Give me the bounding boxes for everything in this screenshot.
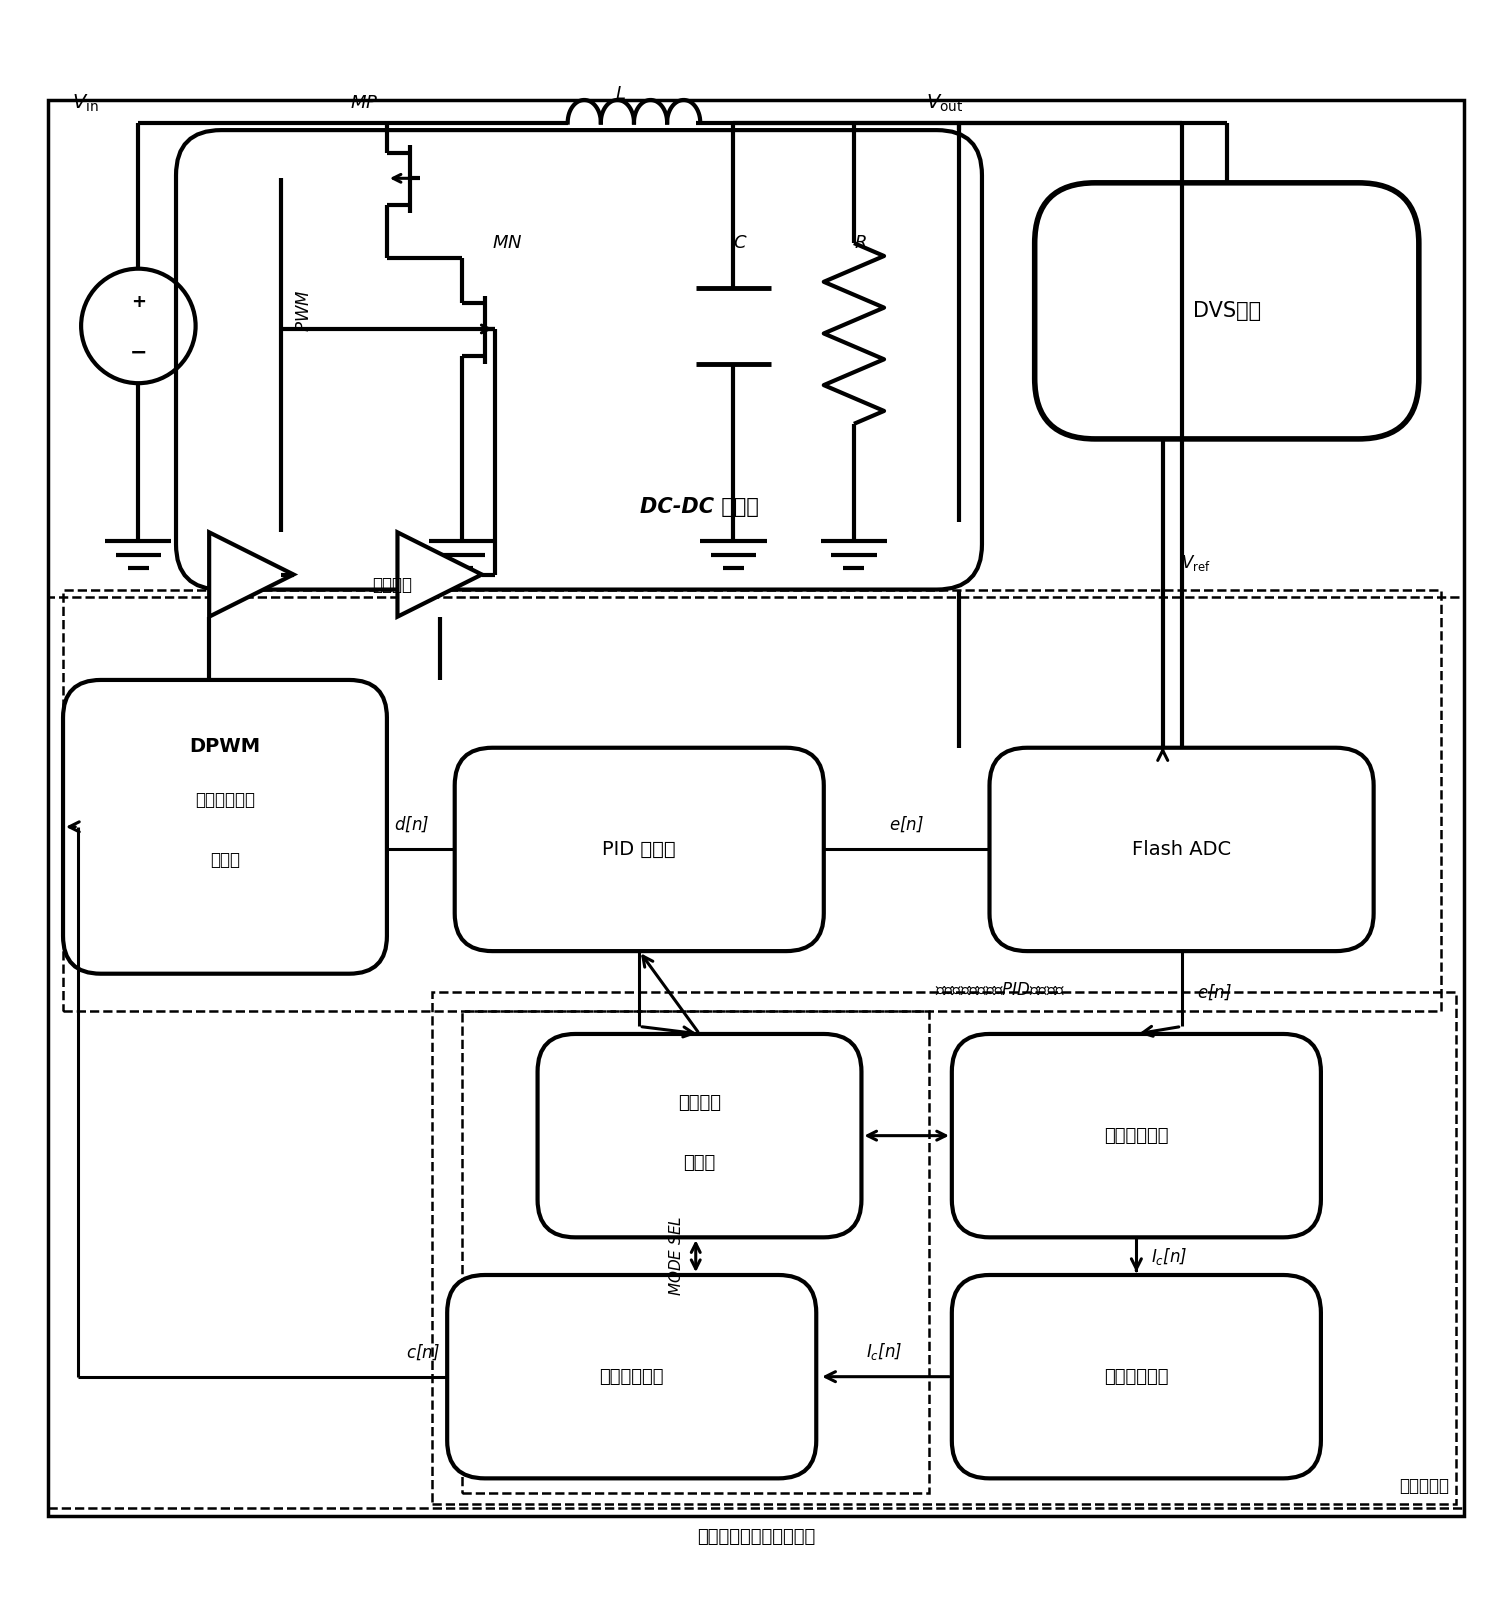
Text: +: + — [132, 292, 145, 310]
Text: $C$: $C$ — [733, 234, 748, 252]
FancyBboxPatch shape — [953, 1275, 1321, 1479]
Bar — [48, 596, 1464, 1508]
Text: $L$: $L$ — [615, 86, 626, 103]
Text: $e$[n]: $e$[n] — [1196, 983, 1232, 1002]
Text: 滑模控制器: 滑模控制器 — [1399, 1477, 1448, 1495]
Text: 模式切换: 模式切换 — [677, 1094, 721, 1112]
FancyBboxPatch shape — [1034, 183, 1418, 440]
Text: $d$[n]: $d$[n] — [395, 814, 429, 834]
Text: DC-DC 变换器: DC-DC 变换器 — [641, 496, 759, 517]
Bar — [64, 590, 1441, 1012]
Polygon shape — [398, 532, 482, 617]
Text: $MN$: $MN$ — [493, 234, 523, 252]
Text: PID 补偿器: PID 补偿器 — [602, 840, 676, 860]
Text: DVS控制: DVS控制 — [1193, 301, 1261, 322]
Text: 跳变检测模块: 跳变检测模块 — [1104, 1126, 1169, 1144]
Text: 数字脉冲宽度: 数字脉冲宽度 — [195, 790, 256, 808]
Text: $V_{\rm out}$: $V_{\rm out}$ — [925, 92, 963, 113]
Text: $MP$: $MP$ — [351, 94, 378, 112]
Polygon shape — [209, 532, 293, 617]
FancyBboxPatch shape — [989, 748, 1373, 952]
FancyBboxPatch shape — [953, 1034, 1321, 1238]
Text: $I_c$[n]: $I_c$[n] — [866, 1341, 903, 1362]
Text: 驱动电路: 驱动电路 — [372, 575, 411, 595]
Text: 状态机: 状态机 — [683, 1154, 715, 1172]
FancyBboxPatch shape — [455, 748, 824, 952]
Text: DPWM: DPWM — [189, 737, 260, 756]
Bar — [432, 992, 1456, 1504]
Text: 恒定系数线性数字$PID$补偿环路: 恒定系数线性数字$PID$补偿环路 — [936, 981, 1066, 999]
Text: $V_{\rm ref}$: $V_{\rm ref}$ — [1181, 553, 1211, 574]
FancyBboxPatch shape — [175, 131, 981, 590]
Text: $I_c$[n]: $I_c$[n] — [1152, 1246, 1188, 1267]
FancyBboxPatch shape — [64, 680, 387, 974]
Text: 调整器: 调整器 — [210, 852, 240, 869]
FancyBboxPatch shape — [538, 1034, 862, 1238]
Text: −: − — [130, 343, 147, 364]
Text: $PWM$: $PWM$ — [295, 289, 313, 331]
Text: $c$[n]: $c$[n] — [405, 1341, 440, 1362]
Text: 本发明混合数字控制策略: 本发明混合数字控制策略 — [697, 1529, 815, 1547]
Text: $e$[n]: $e$[n] — [889, 814, 924, 834]
Bar — [463, 1012, 930, 1493]
Text: $R$: $R$ — [854, 234, 866, 252]
Text: 电容电流检测: 电容电流检测 — [1104, 1367, 1169, 1385]
Text: 滑模控制策略: 滑模控制策略 — [599, 1367, 664, 1385]
Text: $MODE\ SEL$: $MODE\ SEL$ — [668, 1215, 683, 1296]
Text: Flash ADC: Flash ADC — [1132, 840, 1231, 860]
FancyBboxPatch shape — [448, 1275, 816, 1479]
Text: $V_{\rm in}$: $V_{\rm in}$ — [73, 92, 98, 113]
